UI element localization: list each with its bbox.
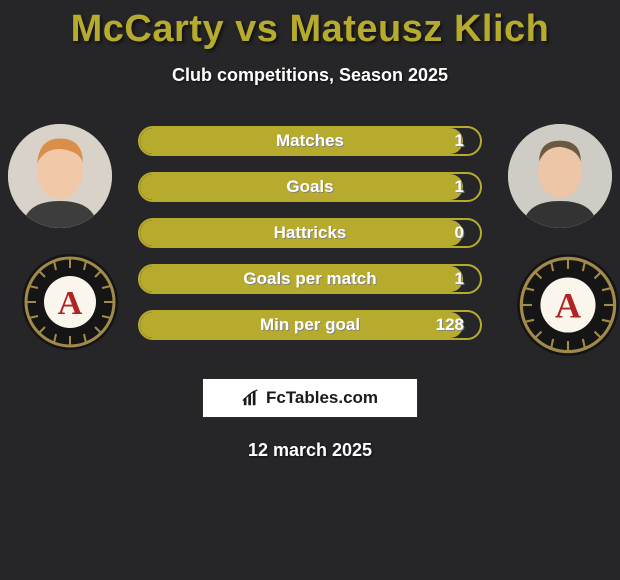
page-title: McCarty vs Mateusz Klich [0,0,620,51]
stat-value: 1 [455,264,464,294]
club-crest-left: A [20,252,120,352]
stat-value: 0 [455,218,464,248]
stat-row: Hattricks0 [138,218,482,248]
stat-row: Goals per match1 [138,264,482,294]
player-right-avatar [508,124,612,228]
player-left-avatar [8,124,112,228]
stat-label: Goals [138,172,482,202]
stat-label: Min per goal [138,310,482,340]
crest-letter: A [555,286,581,326]
stat-label: Matches [138,126,482,156]
stat-row: Min per goal128 [138,310,482,340]
stat-row: Matches1 [138,126,482,156]
crest-letter: A [58,285,83,322]
bar-chart-icon [242,389,260,407]
stat-value: 1 [455,126,464,156]
stat-row: Goals1 [138,172,482,202]
stat-value: 1 [455,172,464,202]
player-head [538,146,582,198]
stat-value: 128 [436,310,464,340]
club-crest-right: A [515,252,620,358]
brand-box: FcTables.com [202,378,418,418]
stat-bars: Matches1Goals1Hattricks0Goals per match1… [138,126,482,356]
stat-label: Hattricks [138,218,482,248]
date-label: 12 march 2025 [0,440,620,461]
brand-text: FcTables.com [266,388,378,408]
subtitle: Club competitions, Season 2025 [0,65,620,86]
comparison-panel: A A Matches1Goals1Hattricks0Goals per ma… [0,126,620,366]
stat-label: Goals per match [138,264,482,294]
